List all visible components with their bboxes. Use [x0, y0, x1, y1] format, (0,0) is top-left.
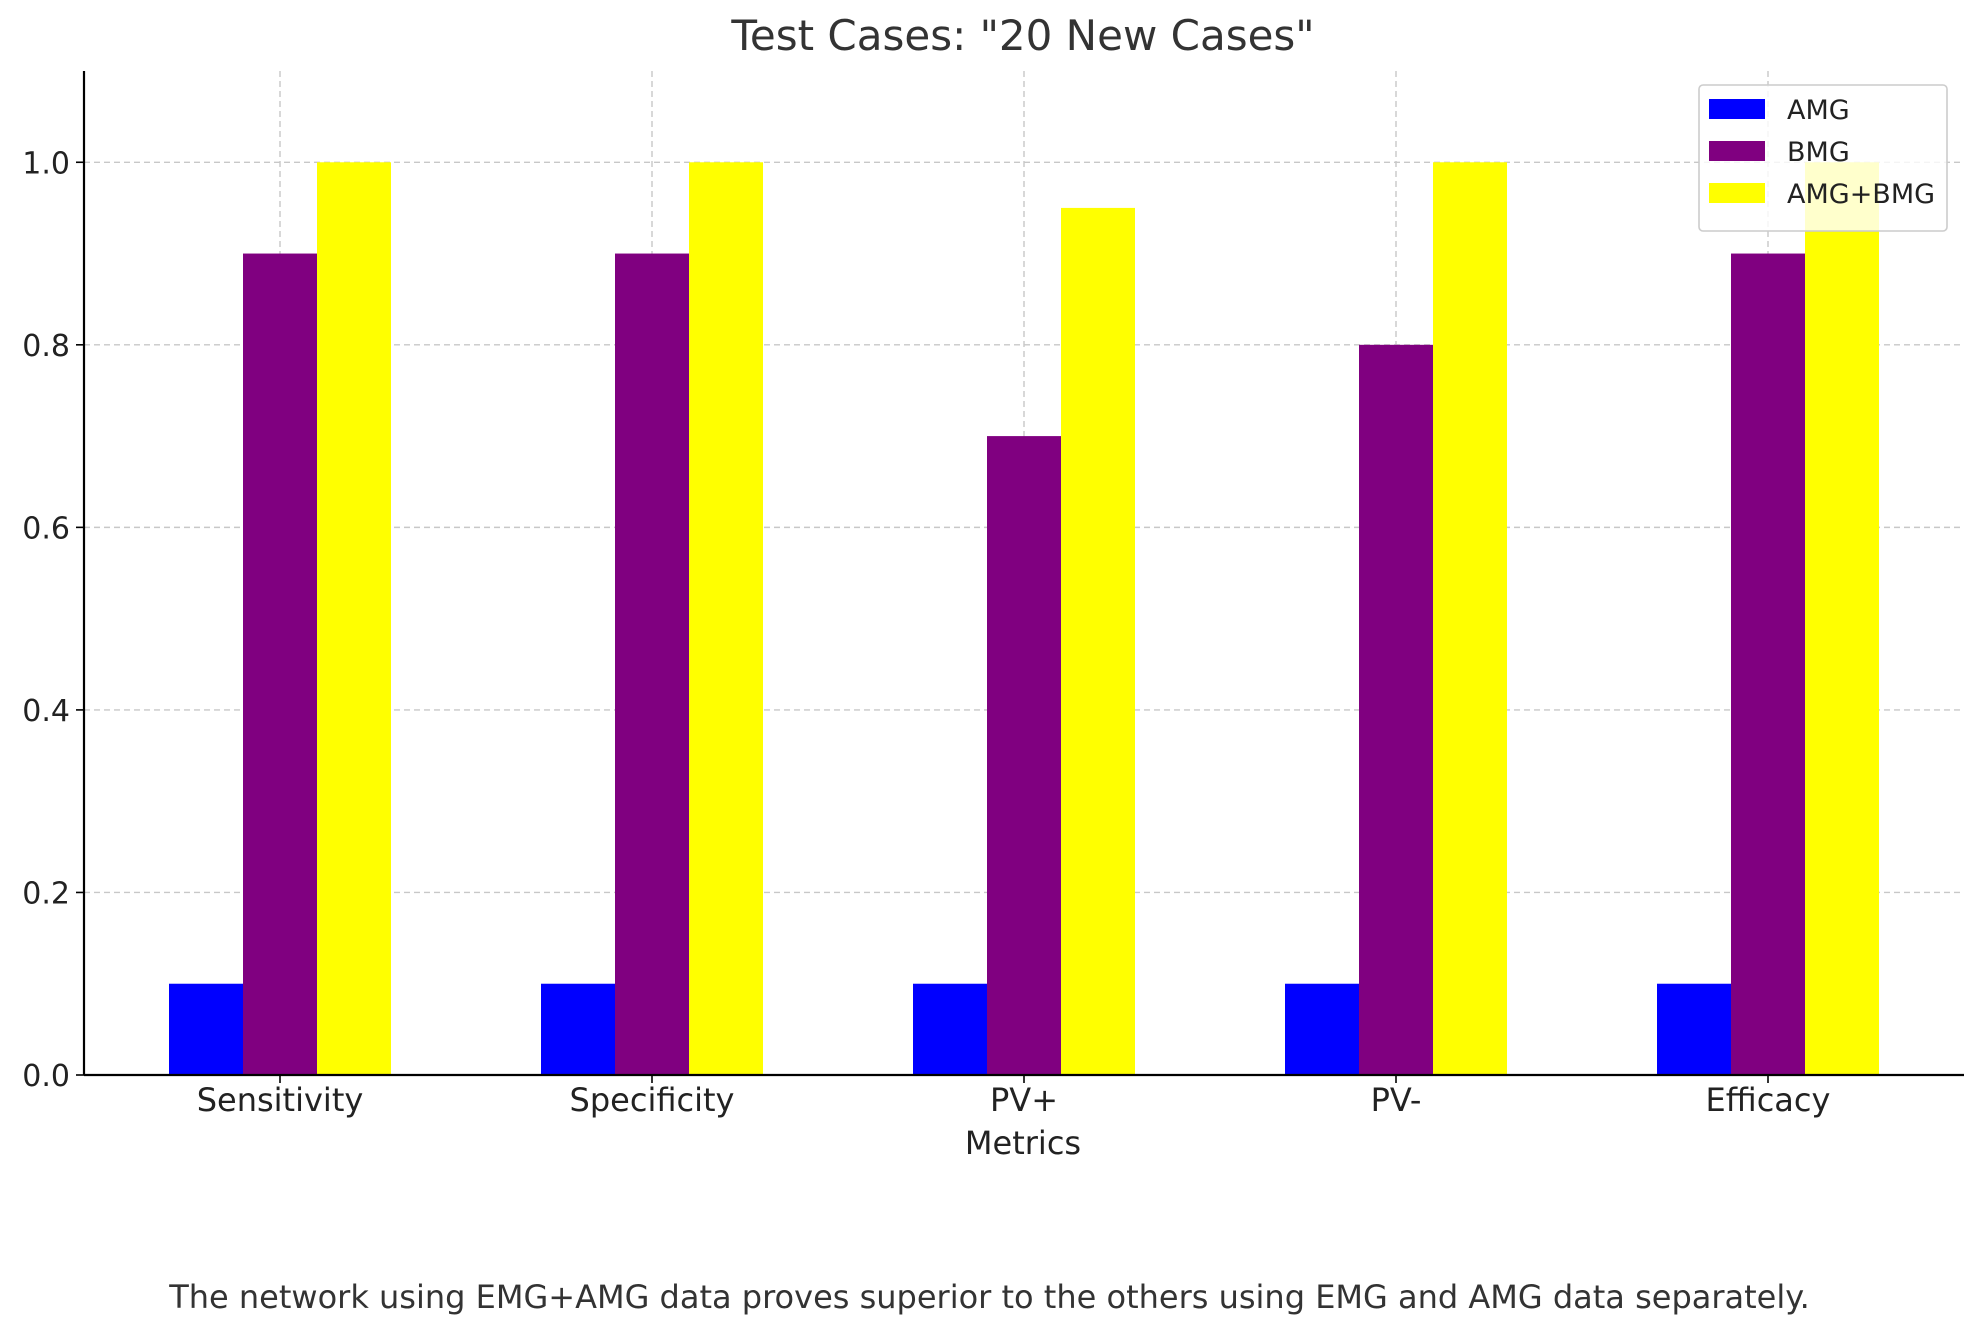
y-tick-label: 0.2	[22, 876, 70, 911]
x-tick-label: Sensitivity	[197, 1081, 364, 1119]
chart-title: Test Cases: "20 New Cases"	[730, 11, 1314, 60]
x-tick-label: PV+	[990, 1081, 1058, 1119]
y-tick-labels: 0.0 0.2 0.4 0.6 0.8 1.0	[22, 146, 84, 1094]
bar-bmg-sensitivity	[243, 253, 317, 1075]
x-axis-label: Metrics	[965, 1124, 1081, 1162]
legend-label: AMG	[1787, 95, 1850, 126]
bar-bmg-specificity	[615, 253, 689, 1075]
bar-bmg-pv-	[1359, 344, 1433, 1075]
bar-amg-efficacy	[1657, 983, 1731, 1075]
bar-amg-bmg-specificity	[689, 162, 763, 1076]
legend-label: AMG+BMG	[1787, 179, 1935, 210]
bar-amg-bmg-pv-	[1061, 207, 1135, 1076]
bars	[169, 162, 1879, 1076]
y-tick-label: 0.8	[22, 329, 70, 364]
bar-amg-bmg-efficacy	[1805, 162, 1879, 1076]
legend-swatch	[1709, 141, 1765, 161]
bar-amg-bmg-sensitivity	[317, 162, 391, 1076]
bar-amg-bmg-pv-	[1433, 162, 1507, 1076]
legend-swatch	[1709, 183, 1765, 203]
y-tick-label: 0.0	[22, 1059, 70, 1094]
legend-label: BMG	[1787, 137, 1850, 168]
bar-amg-specificity	[541, 983, 615, 1075]
bar-amg-pv-	[913, 983, 987, 1075]
x-tick-labels: Sensitivity Specificity PV+ PV- Efficacy	[197, 1075, 1831, 1119]
bar-amg-pv-	[1285, 983, 1359, 1075]
bar-amg-sensitivity	[169, 983, 243, 1075]
legend-swatch	[1709, 99, 1765, 119]
y-tick-label: 0.6	[22, 511, 70, 546]
bar-bmg-pv-	[987, 436, 1061, 1075]
y-tick-label: 1.0	[22, 146, 70, 181]
y-tick-label: 0.4	[22, 694, 70, 729]
x-tick-label: PV-	[1371, 1081, 1422, 1119]
x-tick-label: Efficacy	[1706, 1081, 1831, 1119]
x-tick-label: Specificity	[570, 1081, 735, 1119]
bar-bmg-efficacy	[1731, 253, 1805, 1075]
chart-caption: The network using EMG+AMG data proves su…	[169, 1278, 1810, 1316]
legend: AMG BMG AMG+BMG	[1698, 84, 1948, 232]
